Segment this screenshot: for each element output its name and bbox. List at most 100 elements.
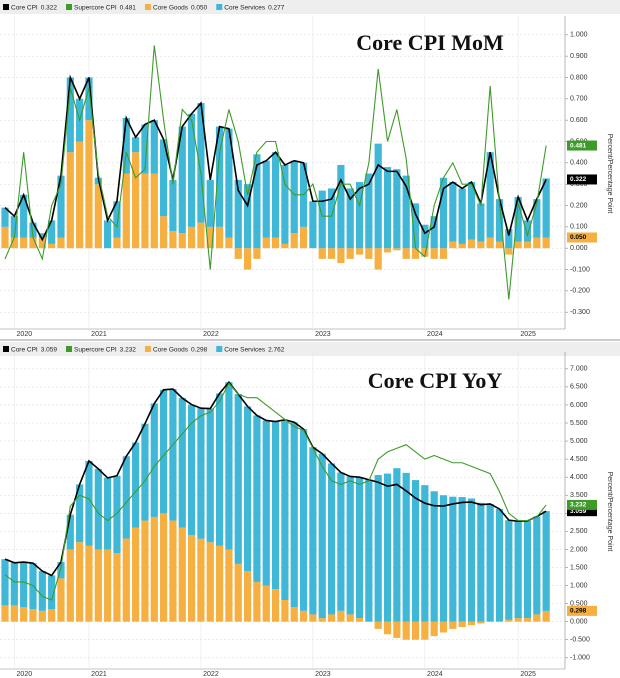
bar [215,393,224,546]
y-tick-label: 0.300 [570,181,588,188]
bar [402,248,410,259]
bar [1,559,9,606]
bar [234,248,242,259]
bar [402,621,410,640]
bar [402,472,410,622]
legend-swatch [66,4,73,10]
bar [337,248,345,264]
bar [533,516,541,615]
bar [94,468,102,550]
bar [20,607,28,622]
y-tick-label: 0.400 [570,160,588,167]
bar [383,248,392,253]
y-axis-label: Percent/Percentage Point [606,472,613,552]
legend-strip [0,0,620,14]
bar [48,243,56,249]
y-tick-label: 2.500 [570,528,588,535]
bar [393,468,401,622]
bar [439,248,448,259]
legend-value: 0.298 [191,346,208,353]
bar [449,182,457,242]
bar [271,589,280,622]
bar [281,164,289,244]
bar [29,237,37,249]
y-tick-label: 6.500 [570,384,588,391]
bar [57,237,65,249]
bar [318,618,326,622]
bar [393,248,401,251]
legend-entry: Core Goods 0.298 [153,346,208,353]
bar [365,479,373,622]
bar [449,241,457,249]
bar [1,207,9,227]
bar [411,480,420,622]
bar [402,175,410,249]
bar [113,201,121,238]
bar [514,618,522,622]
x-tick-label: 2025 [520,671,536,678]
bar [38,237,46,249]
bar [104,220,112,249]
bar [505,520,513,620]
bar [85,77,93,121]
y-tick-label: 2.000 [570,546,588,553]
bar [430,491,438,622]
bar [290,607,298,622]
bar [178,126,186,234]
legend-name: Supercore CPI [74,346,117,353]
bar [523,241,532,249]
bar [523,618,532,622]
bar [122,118,130,174]
legend-value: 2.762 [268,346,285,353]
bar [383,621,392,635]
bar [169,231,177,249]
legend-value: 0.481 [120,4,137,11]
x-tick-label: 2023 [315,331,331,338]
value-flag-label: 3.059 [570,508,587,515]
bar [533,237,541,249]
x-tick-label: 2020 [17,331,33,338]
bar [150,173,158,249]
bar [467,498,476,622]
y-tick-label: 0.000 [570,619,588,626]
bar [327,188,336,249]
bar [458,497,466,622]
y-tick-label: 0.500 [570,600,588,607]
bar [505,248,513,255]
y-tick-label: 1.500 [570,564,588,571]
bar [514,241,522,249]
bar [374,621,382,629]
bar [29,222,37,238]
bar [533,614,541,622]
bar [253,581,261,622]
bar [458,243,466,249]
bar [160,216,168,249]
bar [94,549,102,622]
bar [495,508,504,622]
legend-entry: Supercore CPI 3.232 [74,346,136,353]
bar [477,203,485,242]
bar [383,473,392,622]
bar [188,113,196,227]
bar [169,520,177,622]
bar [262,420,270,586]
bar [486,152,494,238]
bar [262,237,270,249]
bar [309,614,317,622]
bar [253,248,261,259]
bar [160,389,168,514]
legend-name: Core Services [224,346,266,353]
x-tick-label: 2025 [520,331,536,338]
bar [393,169,401,249]
y-tick-label: 1.000 [570,582,588,589]
bar [188,534,196,622]
bar [290,422,298,608]
bar [309,447,317,615]
bar [66,549,74,622]
bar [477,621,485,624]
value-flag-label: 0.298 [570,608,587,615]
legend-name: Core CPI [11,4,38,11]
legend-swatch [216,4,223,10]
value-flag [567,605,597,616]
